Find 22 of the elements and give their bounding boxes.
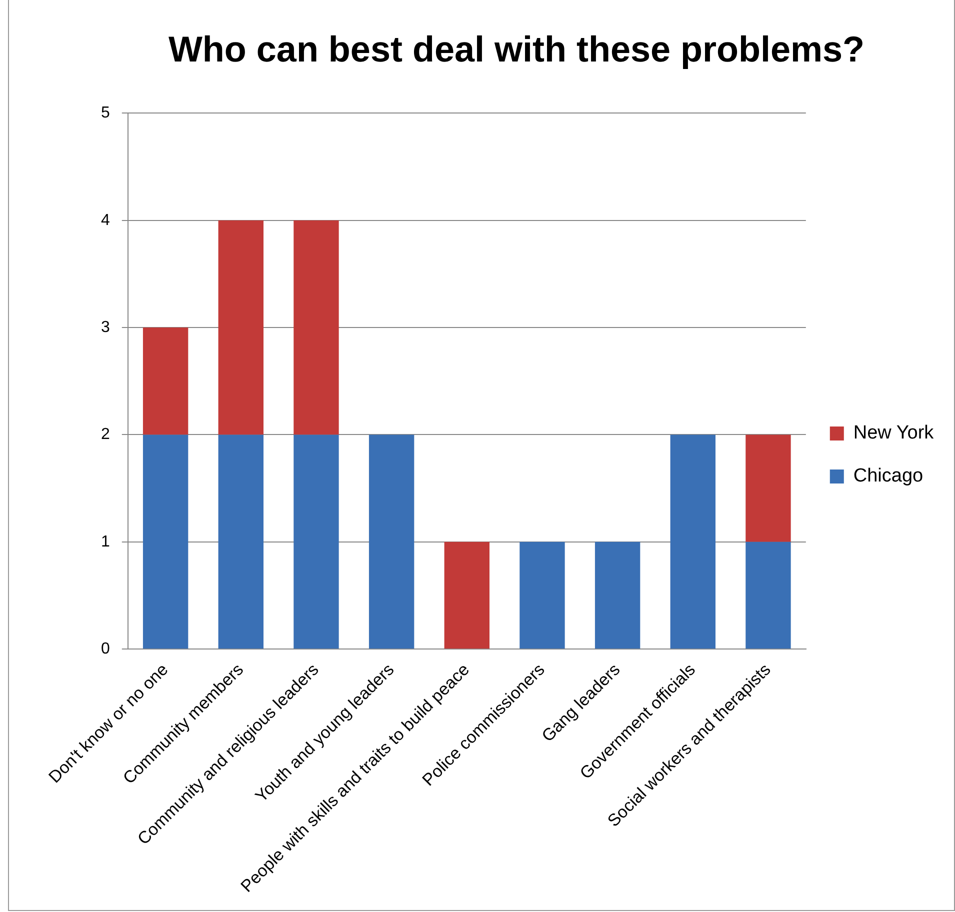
y-tick-label: 5 bbox=[100, 104, 110, 122]
bar bbox=[294, 434, 339, 649]
bar bbox=[520, 542, 565, 649]
bar bbox=[142, 328, 188, 435]
bar bbox=[594, 542, 640, 649]
y-tick-label: 3 bbox=[100, 318, 110, 336]
y-tick-label: 0 bbox=[100, 640, 110, 658]
y-tick-label: 4 bbox=[100, 212, 110, 229]
bar bbox=[294, 220, 339, 435]
bar bbox=[746, 542, 791, 649]
bar bbox=[670, 434, 716, 649]
bar bbox=[142, 434, 188, 649]
legend-label: New York bbox=[853, 422, 934, 444]
bar bbox=[368, 434, 414, 649]
bar bbox=[218, 220, 264, 435]
chart-title: Who can best deal with these problems? bbox=[168, 28, 865, 70]
legend-label: Chicago bbox=[853, 466, 924, 487]
y-tick-label: 1 bbox=[100, 533, 110, 550]
bar bbox=[218, 434, 264, 649]
bar bbox=[746, 434, 791, 542]
y-tick-label: 2 bbox=[100, 426, 110, 444]
bar bbox=[444, 542, 490, 649]
